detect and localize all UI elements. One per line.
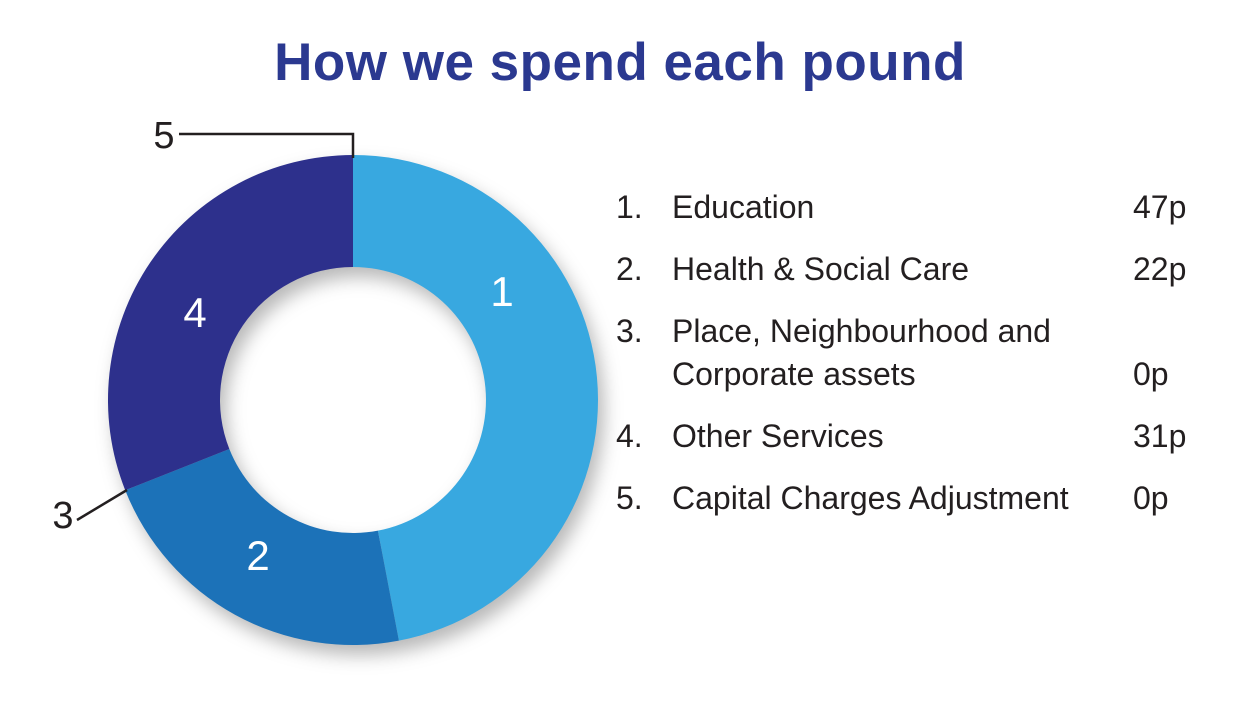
legend-label: Other Services [672,418,884,454]
donut-slice-2 [125,448,399,646]
legend-label: Capital Charges Adjustment [672,480,1069,516]
callout-leader-line-3 [76,488,128,522]
callout-leader-line-5 [179,132,355,158]
donut-slice-1 [353,155,598,641]
legend-number: 2. [616,251,643,287]
legend-value: 0p [1133,480,1169,516]
legend-number: 4. [616,418,643,454]
legend: 1. Education 47p 2. Health & Social Care… [616,186,1206,539]
legend-row-other-services: 4. Other Services 31p [616,415,1206,458]
legend-row-capital-charges: 5. Capital Charges Adjustment 0p [616,477,1206,520]
callout-label-3: 3 [52,495,74,537]
callout-label-5: 5 [153,115,175,157]
chart-title: How we spend each pound [274,33,966,92]
legend-number: 3. [616,313,643,349]
slice-label-2: 2 [246,532,270,579]
legend-label: Health & Social Care [672,251,970,287]
legend-label: Education [672,189,815,225]
legend-value: 31p [1133,418,1187,454]
legend-row-education: 1. Education 47p [616,186,1206,229]
legend-value: 22p [1133,251,1187,287]
donut-chart-svg [76,132,598,646]
legend-number: 5. [616,480,643,516]
legend-value: 47p [1133,189,1187,225]
legend-number: 1. [616,189,643,225]
legend-label: Place, Neighbourhood and Corporate asset… [672,313,1051,392]
donut-chart: 1 2 4 5 3 [52,115,598,646]
legend-row-health-social-care: 2. Health & Social Care 22p [616,248,1206,291]
legend-row-place-neighbourhood: 3. Place, Neighbourhood and Corporate as… [616,310,1206,396]
donut-slice-4 [107,155,353,491]
legend-value: 0p [1133,356,1169,392]
slice-label-4: 4 [183,289,207,336]
slice-label-1: 1 [490,268,514,315]
